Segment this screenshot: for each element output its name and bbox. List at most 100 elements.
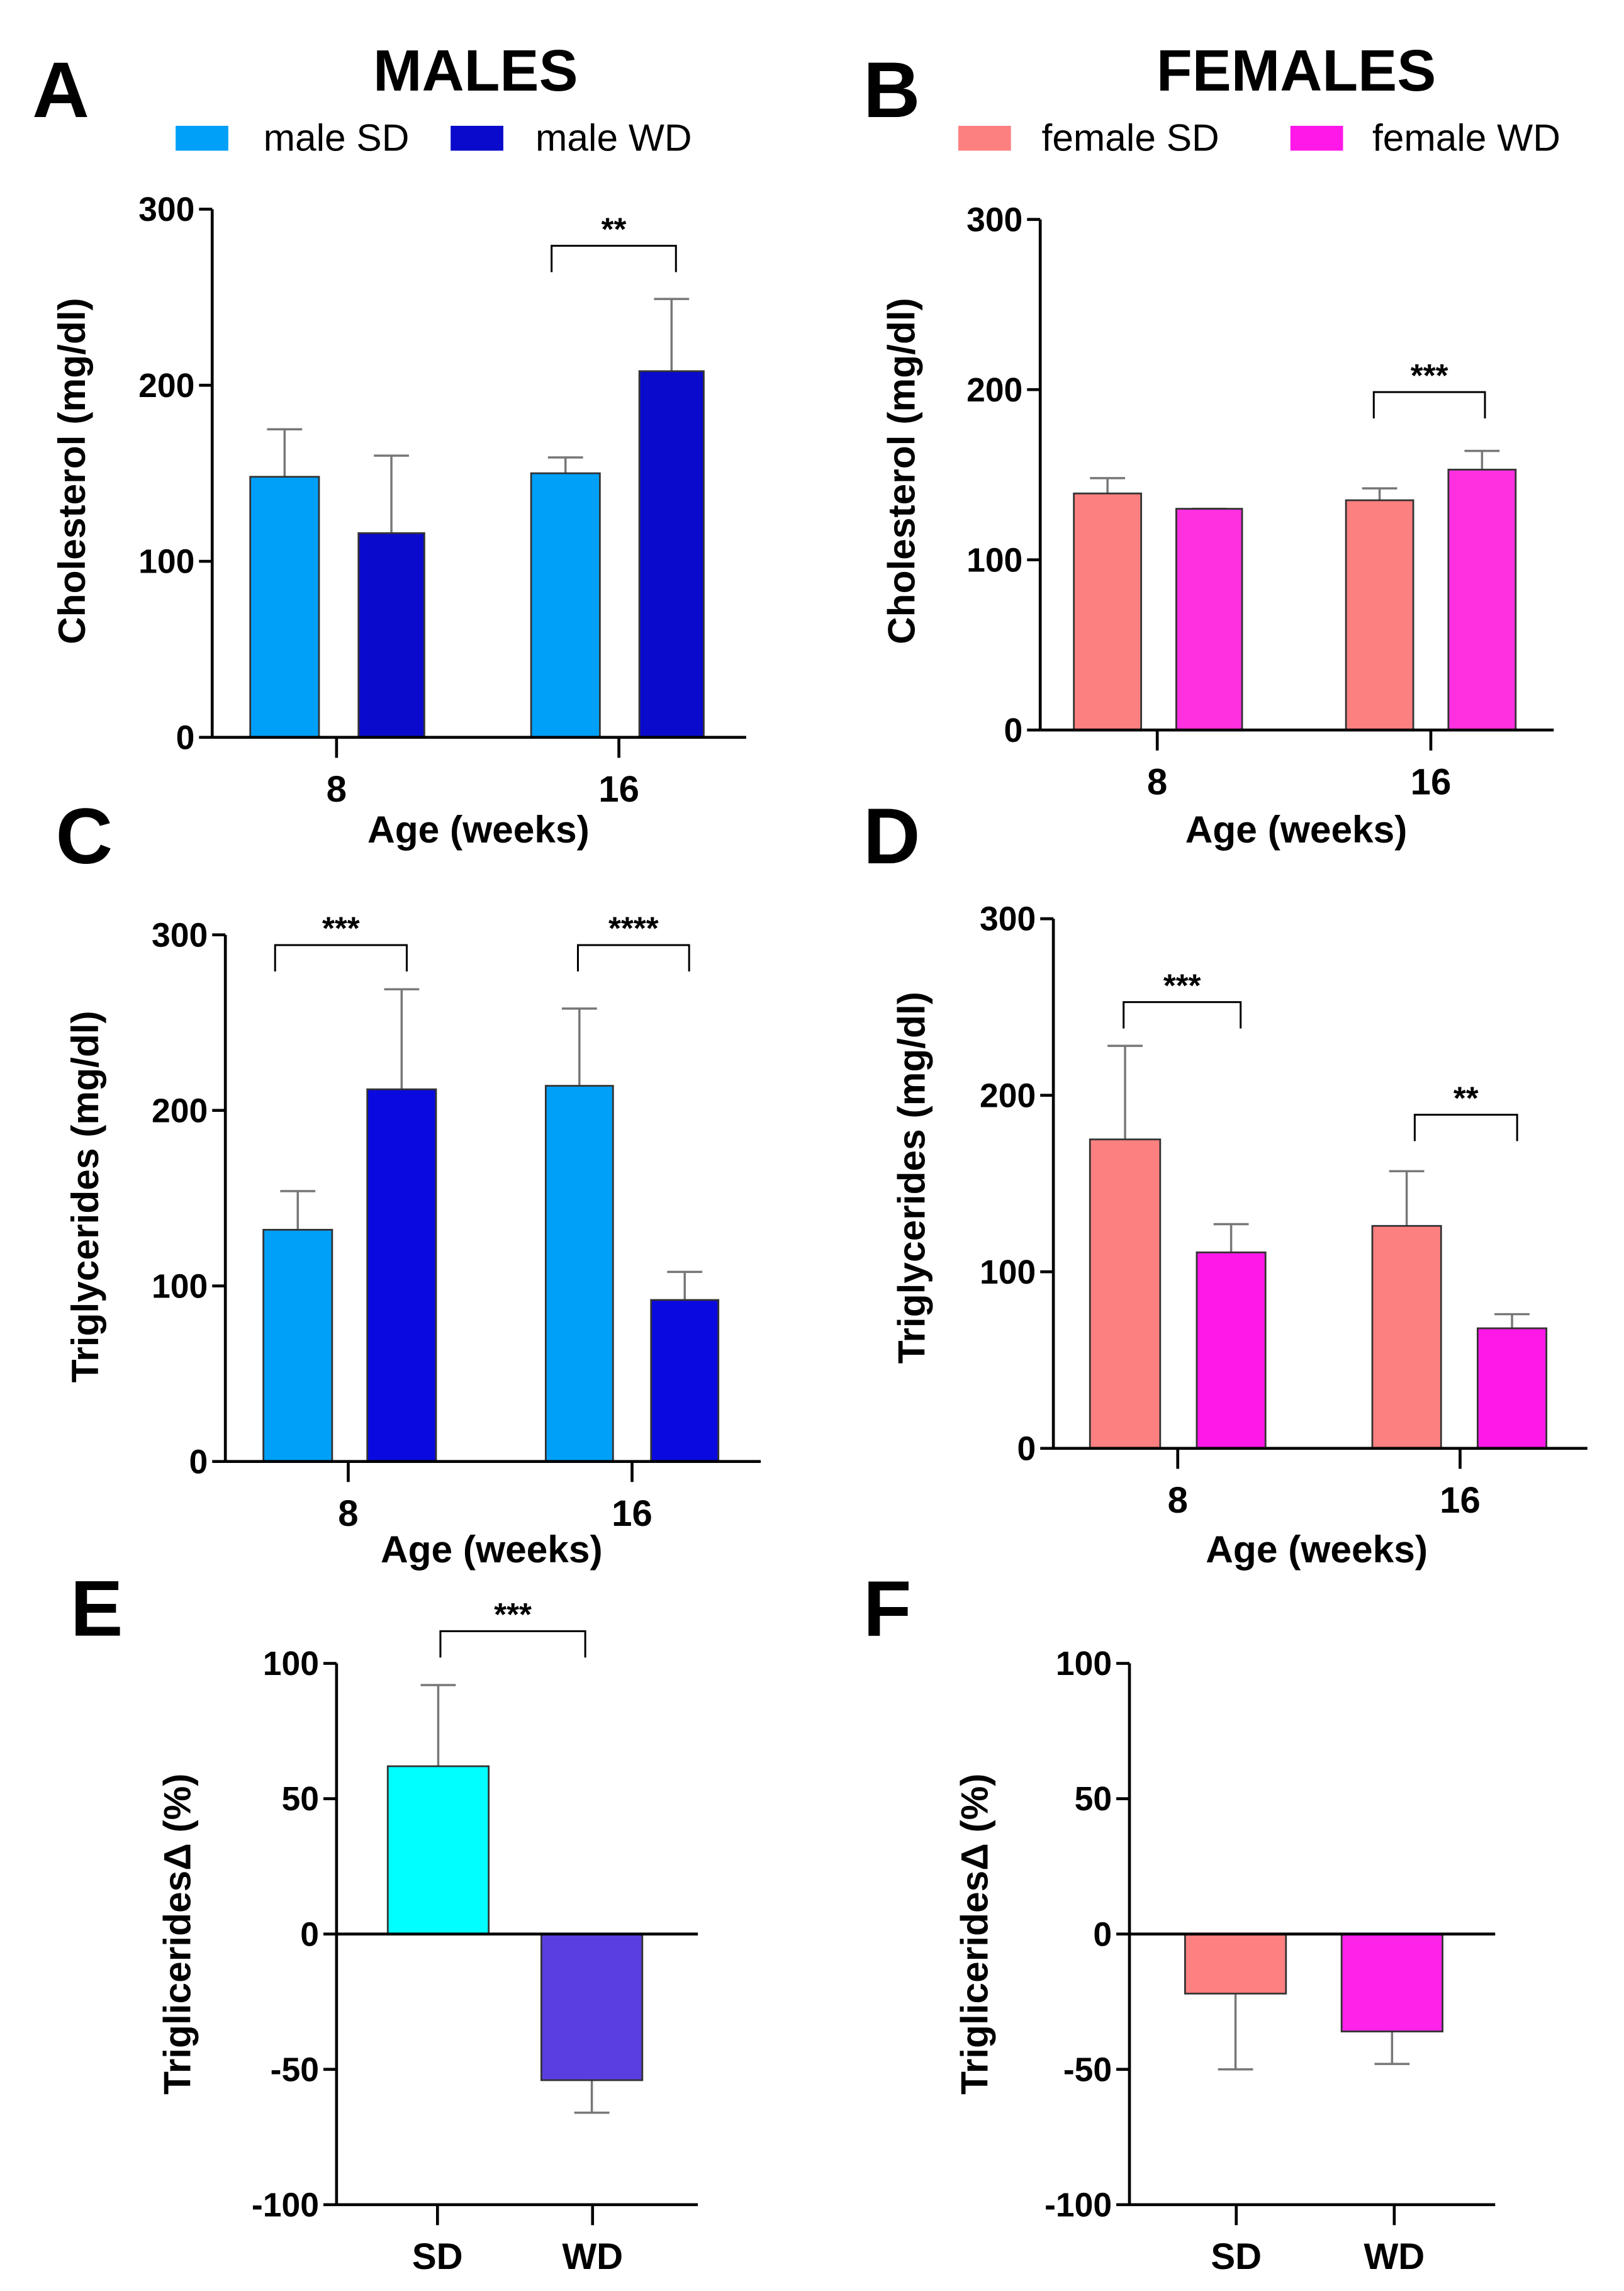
y-tick-label: 0 <box>189 1443 208 1481</box>
y-tick-label: 50 <box>1075 1781 1112 1818</box>
significance-bracket <box>1123 1001 1242 1029</box>
x-tick-label: SD <box>1211 2236 1262 2277</box>
bar <box>386 1765 490 1935</box>
significance-label: *** <box>494 1596 532 1632</box>
bar <box>650 1299 720 1463</box>
y-tick-label: 200 <box>966 372 1022 409</box>
chart-panel-b: 0 100 200 300 8 16 Cholesterol (mg/dl) Age (wee… <box>880 201 1554 851</box>
y-tick-label: 300 <box>138 191 194 228</box>
y-tick-label: -50 <box>271 2051 319 2088</box>
x-tick-label: 8 <box>1147 761 1167 802</box>
chart-panel-c: 0 100 200 300 8 16 Triglycerides (mg/dl) Age (w… <box>64 910 761 1571</box>
y-tick-label: 300 <box>966 201 1022 238</box>
y-tick-label: 100 <box>980 1254 1036 1291</box>
legend-females: female SD female WD <box>958 116 1560 159</box>
x-tick-label: WD <box>562 2236 623 2277</box>
panel-label-e: E <box>70 1564 123 1652</box>
bar <box>262 1229 333 1463</box>
bar <box>1371 1224 1442 1450</box>
x-tick-label: SD <box>412 2236 463 2277</box>
y-axis-label: TrigliceridesΔ (%) <box>155 1774 198 2095</box>
x-tick-label: 8 <box>1168 1480 1188 1521</box>
y-tick-label: 100 <box>138 544 194 581</box>
legend-males: male SD male WD <box>176 116 692 159</box>
y-tick-label: 200 <box>980 1077 1036 1114</box>
y-tick-label: -100 <box>1044 2187 1112 2224</box>
y-axis-label: Triglycerides (mg/dl) <box>64 1011 106 1382</box>
significance-bracket <box>274 944 408 972</box>
panel-label-f: F <box>863 1564 912 1652</box>
y-tick-label: 100 <box>263 1645 319 1683</box>
y-axis-label: Cholesterol (mg/dl) <box>880 298 922 644</box>
y-axis-label: Cholesterol (mg/dl) <box>50 298 93 644</box>
x-axis-label: Age (weeks) <box>1185 808 1408 851</box>
y-tick-label: 0 <box>1093 1916 1112 1953</box>
bar <box>1447 468 1517 731</box>
x-axis-label: Age (weeks) <box>367 808 590 851</box>
legend-label: female SD <box>1042 116 1219 159</box>
males-header: MALES <box>373 38 578 103</box>
significance-bracket <box>576 944 690 972</box>
y-axis-label: Triglycerides (mg/dl) <box>890 992 933 1364</box>
y-tick-label: 100 <box>152 1268 208 1305</box>
chart-panel-f: -100 -50 0 50 100 SD WD TrigliceridesΔ (%) <box>953 1645 1496 2277</box>
legend-swatch <box>451 125 503 151</box>
x-tick-label: 16 <box>612 1493 652 1534</box>
panel-label-a: A <box>32 45 89 134</box>
significance-bracket <box>1372 391 1486 418</box>
significance-label: *** <box>322 910 360 946</box>
x-axis-label: Age (weeks) <box>1206 1528 1428 1571</box>
bar <box>638 370 705 739</box>
y-tick-label: 100 <box>1056 1645 1112 1683</box>
legend-label: male SD <box>264 116 410 159</box>
significance-label: *** <box>1163 967 1201 1003</box>
x-tick-label: 8 <box>327 769 347 810</box>
panel-label-b: B <box>863 45 921 134</box>
bar <box>357 532 425 739</box>
y-tick-label: -50 <box>1063 2051 1112 2088</box>
y-tick-label: 100 <box>966 542 1022 579</box>
legend-swatch <box>958 125 1011 151</box>
y-tick-label: 300 <box>152 917 208 954</box>
significance-label: *** <box>1411 357 1448 393</box>
panel-label-c: C <box>55 792 113 880</box>
significance-bracket <box>551 245 677 272</box>
bar <box>540 1933 644 2081</box>
legend-swatch <box>1290 125 1343 151</box>
bar <box>1345 499 1414 731</box>
x-tick-label: WD <box>1364 2236 1425 2277</box>
bar <box>1196 1251 1267 1450</box>
y-tick-label: 300 <box>980 901 1036 938</box>
bar <box>249 476 320 739</box>
panel-label-d: D <box>863 792 921 880</box>
y-tick-label: -100 <box>252 2187 319 2224</box>
y-tick-label: 200 <box>152 1092 208 1129</box>
bar <box>1340 1933 1443 2032</box>
bar <box>1073 492 1143 731</box>
y-tick-label: 0 <box>1017 1430 1036 1467</box>
legend-swatch <box>176 125 228 151</box>
legend-label: female WD <box>1372 116 1560 159</box>
significance-bracket <box>1413 1114 1518 1141</box>
y-tick-label: 200 <box>138 367 194 405</box>
bar <box>1476 1327 1548 1450</box>
significance-label: ** <box>602 211 627 247</box>
bar <box>530 472 601 739</box>
chart-panel-e: -100 -50 0 50 100 SD WD TrigliceridesΔ (%) *** <box>155 1596 698 2277</box>
y-axis-label: TrigliceridesΔ (%) <box>953 1774 996 2095</box>
x-axis-label: Age (weeks) <box>381 1528 603 1571</box>
x-tick-label: 16 <box>1411 761 1452 802</box>
significance-label: **** <box>608 910 659 946</box>
females-header: FEMALES <box>1156 38 1436 103</box>
bar <box>544 1085 614 1463</box>
y-tick-label: 0 <box>1004 712 1023 749</box>
x-tick-label: 16 <box>598 769 639 810</box>
x-tick-label: 16 <box>1440 1480 1481 1521</box>
y-tick-label: 0 <box>300 1916 319 1953</box>
significance-label: ** <box>1453 1080 1479 1116</box>
y-tick-label: 50 <box>281 1781 318 1818</box>
x-tick-label: 8 <box>338 1493 358 1534</box>
bar <box>366 1088 437 1463</box>
y-tick-label: 0 <box>176 719 195 756</box>
